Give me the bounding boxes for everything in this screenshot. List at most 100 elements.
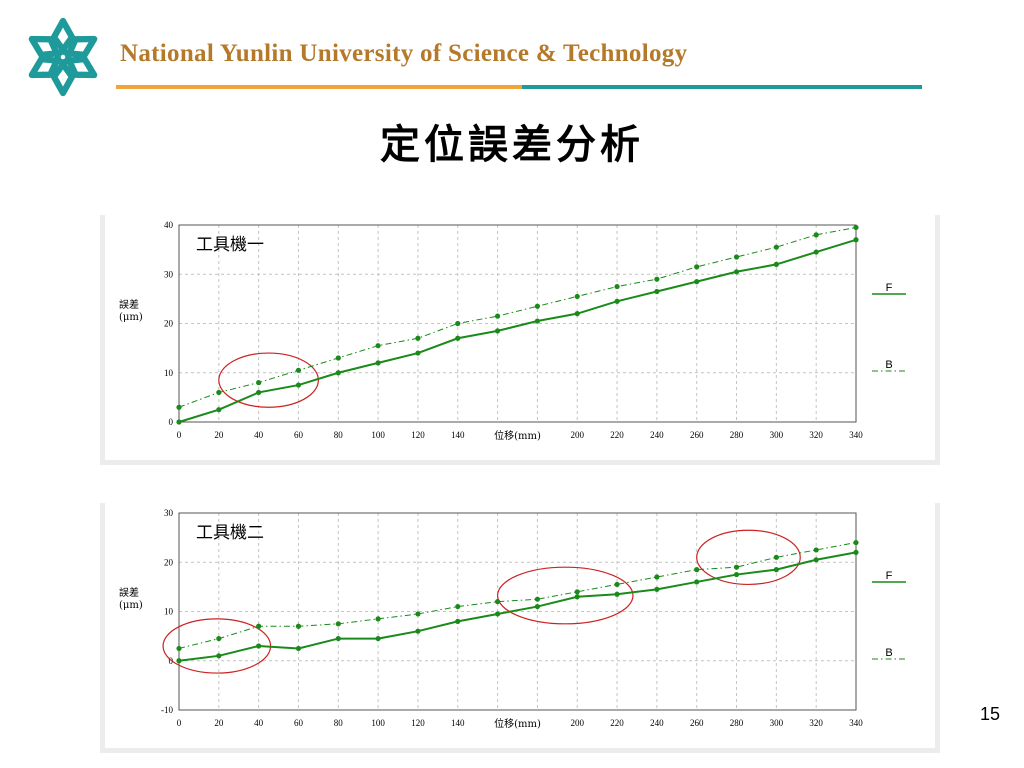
data-point-B	[614, 581, 620, 588]
data-point-B	[614, 283, 620, 290]
data-point-B	[295, 367, 302, 373]
data-point-B	[455, 603, 461, 610]
data-point-B	[654, 574, 660, 580]
x-tick-label: 260	[690, 718, 704, 728]
slide-title: 定位誤差分析	[380, 121, 644, 168]
data-point-F	[415, 628, 421, 634]
data-point-B	[375, 616, 381, 622]
x-tick-label: 200	[570, 718, 584, 728]
data-point-F	[813, 557, 819, 563]
chart-annotation: 工具機二	[196, 523, 264, 543]
y-tick-label: 10	[164, 368, 174, 378]
x-axis-label: 位移(mm)	[494, 429, 541, 442]
data-point-B	[176, 404, 182, 410]
header-rule-teal	[522, 85, 922, 89]
y-tick-label: -10	[161, 705, 173, 715]
x-tick-label: 120	[411, 430, 425, 440]
y-tick-label: 10	[164, 607, 174, 617]
chart-panel-machine-2: -10 0 10 20 30 0 20 40 60 80 100 120 140 200 220 240 260…	[100, 503, 940, 753]
x-tick-label: 220	[610, 430, 624, 440]
data-point-B	[853, 539, 859, 546]
x-tick-label: 40	[254, 718, 264, 728]
data-point-F	[733, 269, 740, 275]
data-point-B	[773, 554, 779, 560]
data-point-B	[654, 276, 660, 282]
x-tick-label: 340	[849, 430, 863, 440]
x-tick-label: 340	[849, 718, 863, 728]
x-tick-label: 260	[690, 430, 704, 440]
data-point-F	[733, 571, 740, 578]
data-point-F	[176, 419, 182, 425]
series-line-B	[178, 226, 857, 408]
data-point-B	[494, 599, 501, 605]
data-point-F	[375, 635, 381, 642]
data-point-B	[375, 343, 381, 349]
data-point-F	[375, 360, 381, 366]
data-point-F	[335, 370, 341, 376]
data-point-F	[694, 579, 700, 585]
data-point-B	[176, 645, 182, 652]
data-point-F	[773, 567, 779, 573]
x-tick-label: 0	[177, 718, 182, 728]
plot-frame	[178, 224, 857, 423]
data-point-F	[614, 298, 620, 304]
data-point-B	[256, 623, 262, 629]
data-point-B	[813, 547, 819, 553]
data-point-B	[216, 389, 222, 396]
highlight-ellipse	[496, 566, 634, 625]
x-tick-label: 300	[770, 718, 784, 728]
data-point-B	[415, 611, 421, 617]
plot-frame	[178, 512, 857, 711]
legend-label-F: F	[886, 282, 893, 294]
x-tick-label: 320	[809, 718, 823, 728]
data-point-F	[614, 591, 620, 597]
y-tick-label: 40	[164, 220, 174, 230]
x-tick-label: 80	[334, 718, 344, 728]
data-point-B	[256, 380, 262, 386]
data-point-F	[295, 382, 302, 388]
y-axis-label-line: (μm)	[119, 312, 143, 323]
x-tick-label: 0	[177, 430, 182, 440]
page-number: 15	[979, 704, 1000, 724]
x-tick-label: 80	[334, 430, 344, 440]
data-point-F	[694, 279, 700, 285]
data-point-B	[335, 621, 341, 627]
data-point-F	[335, 635, 341, 642]
data-point-F	[534, 318, 541, 324]
x-tick-label: 40	[254, 430, 264, 440]
data-point-B	[295, 623, 302, 629]
data-point-B	[335, 355, 341, 361]
university-logo-icon	[28, 17, 98, 97]
x-tick-label: 140	[451, 430, 465, 440]
data-point-F	[216, 407, 222, 413]
data-point-B	[415, 335, 421, 341]
x-tick-label: 120	[411, 718, 425, 728]
x-tick-label: 240	[650, 718, 664, 728]
data-point-F	[494, 328, 501, 334]
data-point-F	[415, 350, 421, 356]
data-point-B	[534, 303, 541, 309]
x-tick-label: 220	[610, 718, 624, 728]
x-tick-label: 140	[451, 718, 465, 728]
university-name: National Yunlin University of Science & …	[120, 40, 688, 67]
x-tick-label: 100	[371, 430, 385, 440]
data-point-B	[733, 254, 740, 260]
data-point-F	[534, 603, 541, 610]
chart-panel-machine-1: 0 10 20 30 40 0 20 40 60 80 100 120 140 200 220 240 260 2…	[100, 215, 940, 465]
y-axis-label-line: 誤差	[119, 586, 139, 599]
data-point-B	[574, 293, 580, 300]
data-point-B	[694, 567, 700, 573]
data-point-F	[494, 611, 501, 617]
data-point-B	[853, 224, 859, 231]
x-tick-label: 20	[214, 718, 224, 728]
data-point-B	[733, 564, 740, 570]
highlight-ellipse	[696, 529, 801, 586]
x-axis-label: 位移(mm)	[494, 717, 541, 730]
x-tick-label: 100	[371, 718, 385, 728]
chart-annotation: 工具機一	[196, 235, 264, 255]
legend-label-F: F	[886, 570, 893, 582]
data-point-F	[853, 237, 859, 243]
data-point-F	[216, 653, 222, 659]
line-chart-2: -10 0 10 20 300 20 40 60 80 100 120 140 200 220 240 260…	[105, 503, 935, 748]
data-point-B	[455, 320, 461, 327]
